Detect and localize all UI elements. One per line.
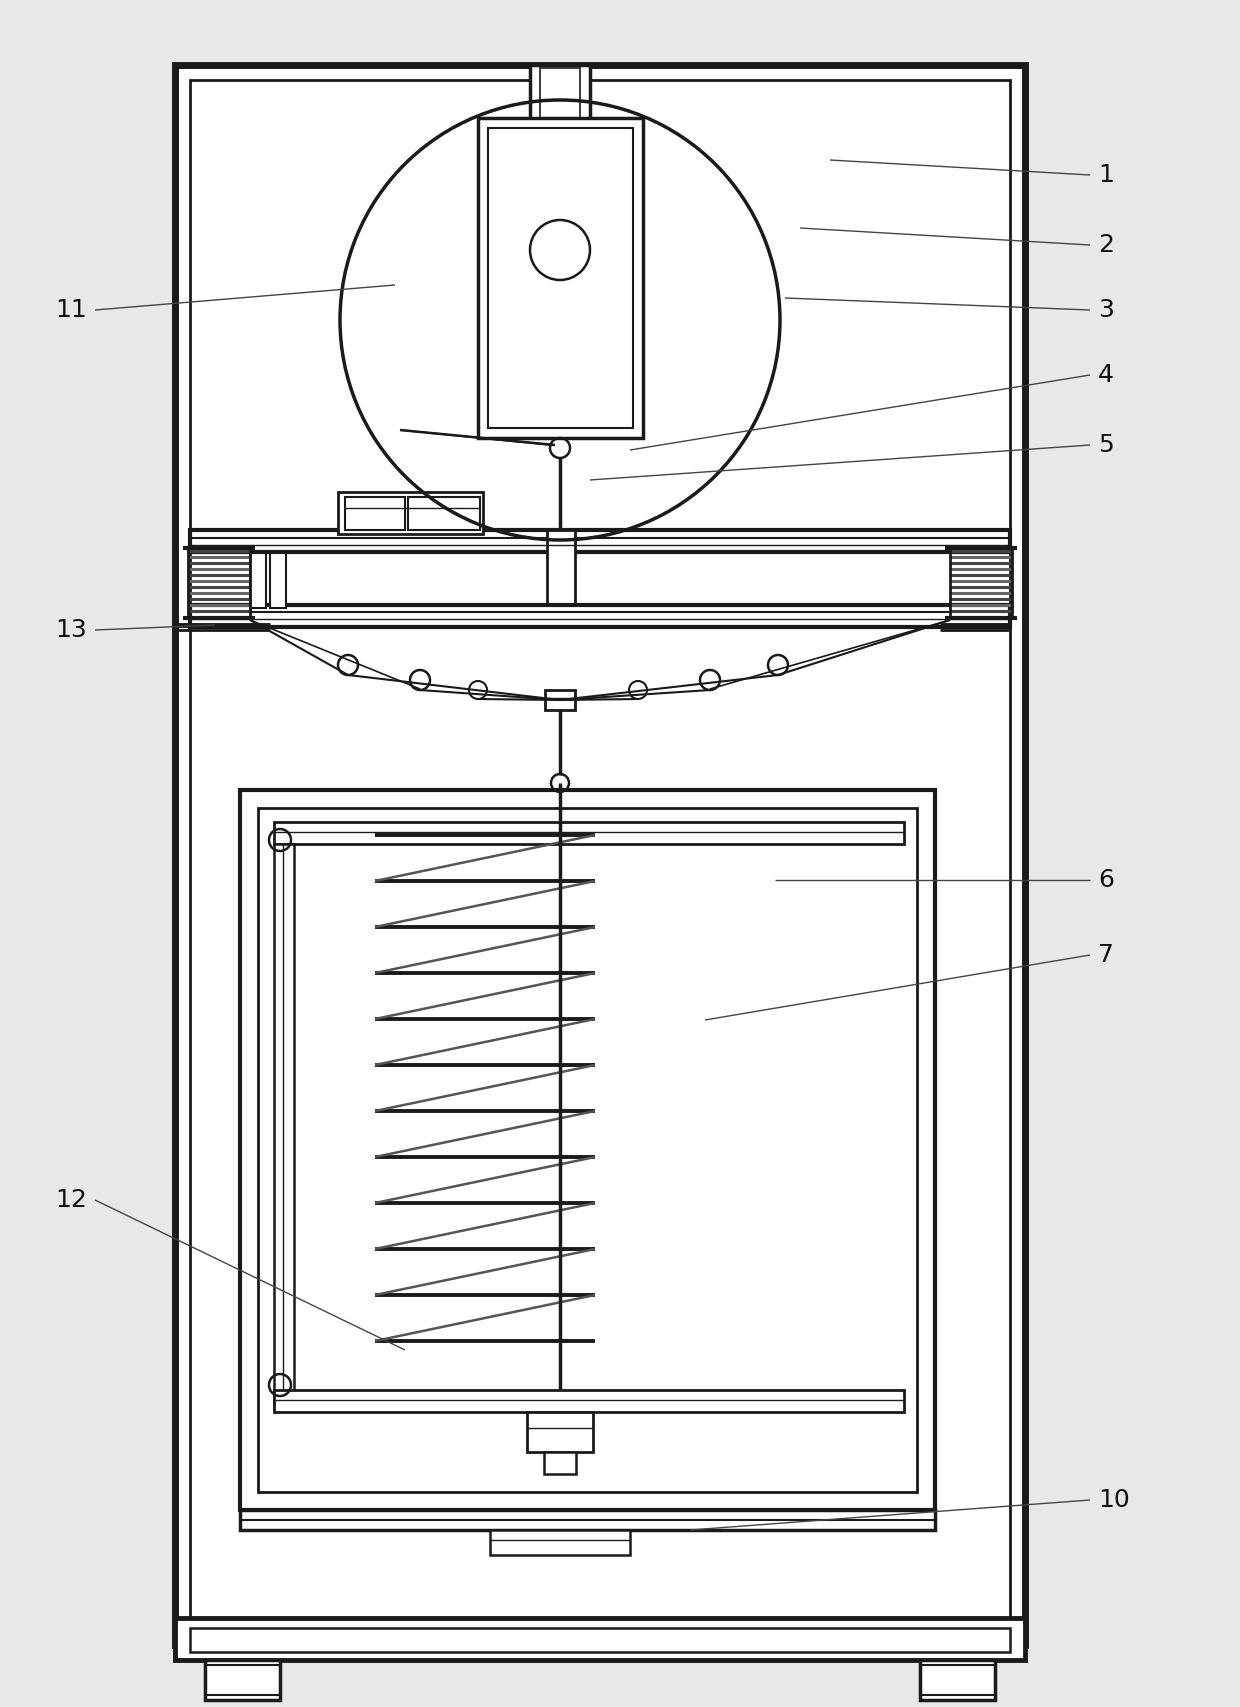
Bar xyxy=(274,823,904,843)
Text: 4: 4 xyxy=(1097,364,1114,387)
Bar xyxy=(190,80,1011,1630)
Bar xyxy=(190,1628,1011,1652)
Bar xyxy=(547,529,575,604)
Bar xyxy=(274,843,294,1403)
Text: 3: 3 xyxy=(1097,299,1114,323)
Bar xyxy=(527,1412,593,1453)
Bar xyxy=(950,548,1012,618)
Bar xyxy=(529,65,590,119)
Bar xyxy=(175,1618,1025,1659)
Text: 10: 10 xyxy=(1097,1489,1130,1512)
Text: 11: 11 xyxy=(56,299,87,323)
Text: 13: 13 xyxy=(56,618,87,642)
Bar xyxy=(920,1664,994,1695)
Bar xyxy=(490,1529,630,1555)
Text: 12: 12 xyxy=(55,1188,87,1212)
Bar xyxy=(920,1659,994,1700)
Bar xyxy=(258,807,918,1492)
Bar xyxy=(175,65,1025,1646)
Text: 6: 6 xyxy=(1097,867,1114,893)
Bar xyxy=(190,529,1011,551)
Text: 1: 1 xyxy=(1097,162,1114,188)
Text: 2: 2 xyxy=(1097,232,1114,258)
Bar xyxy=(477,118,644,439)
Bar xyxy=(241,1511,935,1529)
Bar xyxy=(339,492,484,534)
Bar xyxy=(546,690,575,710)
Bar xyxy=(274,1389,904,1412)
Bar xyxy=(345,497,405,529)
Bar xyxy=(241,790,935,1511)
Bar xyxy=(539,68,580,118)
Bar xyxy=(408,497,480,529)
Text: 5: 5 xyxy=(1097,434,1114,457)
Bar xyxy=(188,548,250,618)
Bar xyxy=(544,1453,577,1475)
Bar xyxy=(270,553,286,608)
Bar xyxy=(489,128,632,428)
Bar xyxy=(190,604,1011,626)
Bar xyxy=(205,1664,280,1695)
Text: 7: 7 xyxy=(1097,942,1114,966)
Bar xyxy=(250,553,267,608)
Bar xyxy=(205,1659,280,1700)
